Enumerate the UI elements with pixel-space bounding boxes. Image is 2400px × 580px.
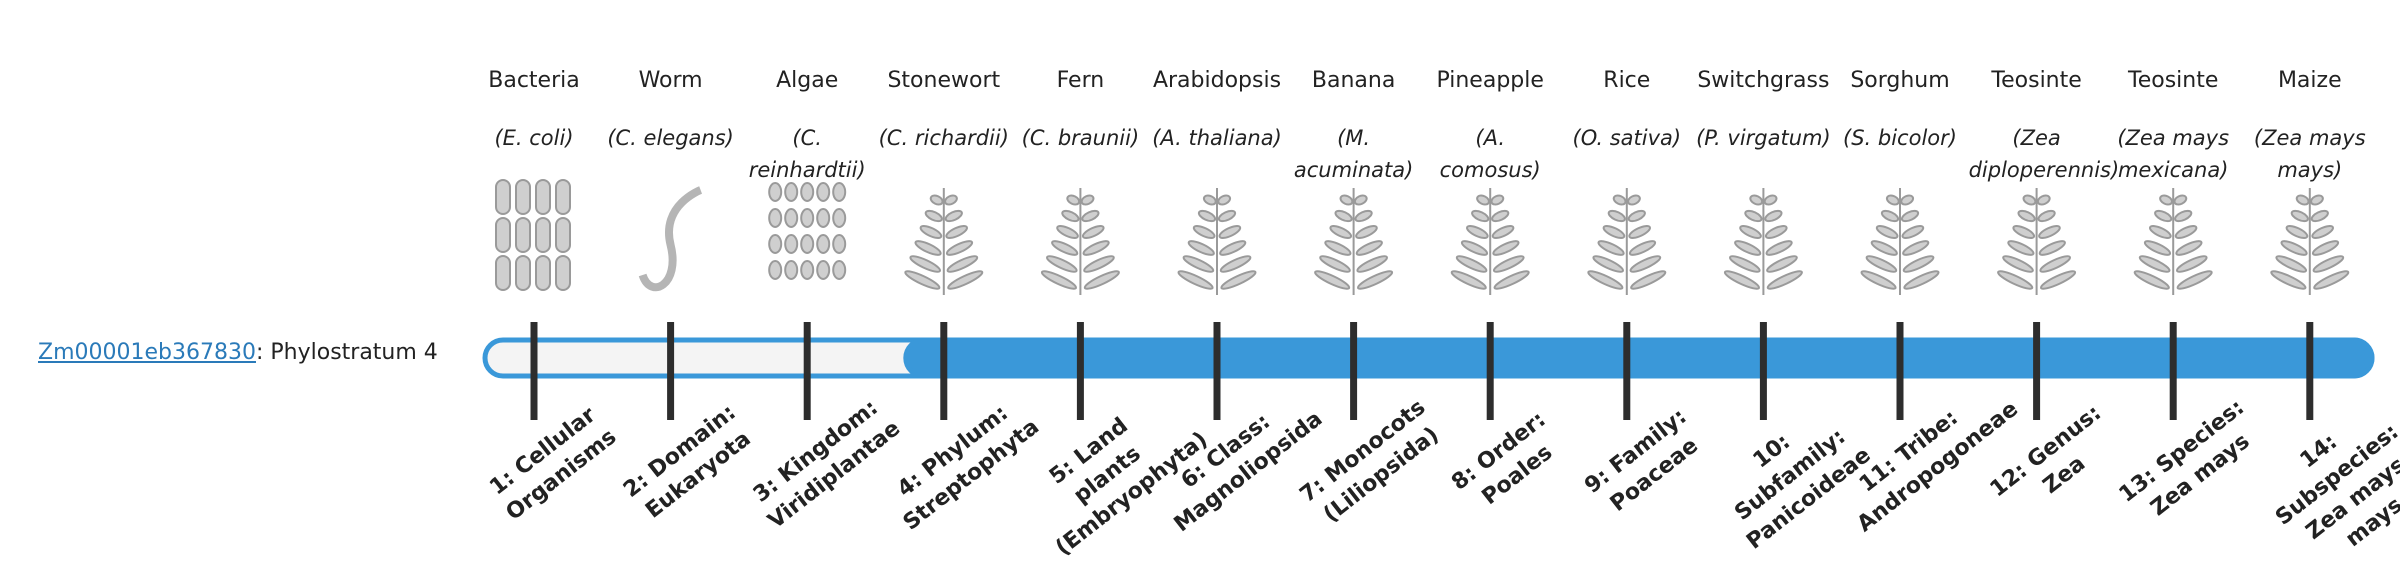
species-name: (A. comosus) [1439, 126, 1541, 182]
organism-icon [495, 179, 571, 291]
organism-name: Arabidopsis [1152, 68, 1282, 93]
species-name: (O. sativa) [1572, 126, 1682, 150]
species-name: (M. acuminata) [1293, 126, 1414, 182]
species-name: (C. richardii) [878, 126, 1009, 150]
species-name: (S. bicolor) [1843, 126, 1957, 150]
organism-icon [1723, 188, 1803, 295]
phylostratum-fill [903, 337, 2375, 379]
organism-name: Algae [776, 68, 839, 93]
organism-name: Stonewort [887, 68, 1001, 93]
species-name: (E. coli) [494, 126, 574, 150]
organism-name: Rice [1603, 68, 1651, 93]
organism-icon [1040, 188, 1120, 295]
species-name: (Zea mays mexicana) [2117, 126, 2230, 182]
species-name: (Zea diploperennis) [1968, 126, 2120, 182]
organism-name: Maize [2277, 68, 2342, 93]
organism-icon [904, 188, 984, 295]
organism-name: Bacteria [488, 68, 580, 93]
organism-icon [1587, 188, 1667, 295]
organism-name: Switchgrass [1697, 68, 1830, 93]
species-name: (C. elegans) [607, 126, 734, 150]
organism-name: Teosinte [2128, 68, 2219, 93]
gene-label: Zm00001eb367830: Phylostratum 4 [38, 340, 438, 365]
organism-icon [2270, 188, 2350, 295]
organism-icon [1177, 188, 1257, 295]
species-name: (C. reinhardtii) [748, 126, 866, 182]
gene-link[interactable]: Zm00001eb367830 [38, 340, 256, 365]
organism-name: Worm [638, 68, 703, 93]
organism-icon [1997, 188, 2077, 295]
organism-icon [2133, 188, 2213, 295]
species-name: (C. braunii) [1021, 126, 1140, 150]
organism-name: Teosinte [1991, 68, 2082, 93]
organism-name: Fern [1056, 68, 1105, 93]
organism-icon [1860, 188, 1940, 295]
phylostratum-text: : Phylostratum 4 [255, 340, 438, 365]
species-name: (Zea mays mays) [2253, 126, 2366, 182]
species-name: (A. thaliana) [1152, 126, 1282, 150]
organism-icon [1314, 188, 1394, 295]
organism-icon [768, 182, 847, 280]
organism-name: Pineapple [1436, 68, 1544, 93]
organism-icon [1450, 188, 1530, 295]
species-name: (P. virgatum) [1696, 126, 1831, 150]
organism-name: Banana [1311, 68, 1396, 93]
organism-icon [638, 186, 703, 292]
organism-name: Sorghum [1850, 68, 1950, 93]
